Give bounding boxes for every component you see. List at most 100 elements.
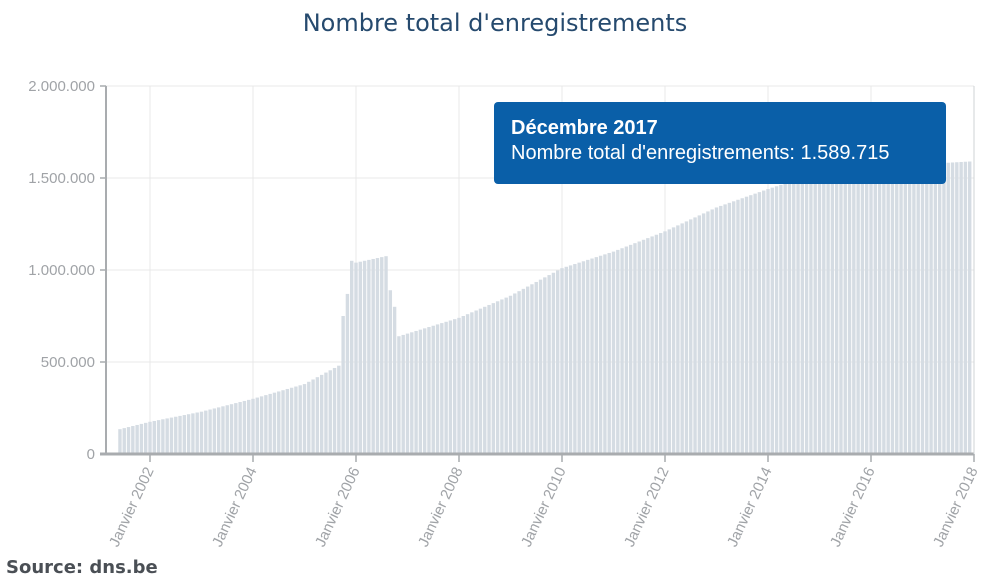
bar[interactable] [817,172,822,455]
bar[interactable] [933,163,938,454]
bar[interactable] [380,257,384,454]
bar[interactable] [646,238,650,454]
bar[interactable] [538,279,543,454]
bar[interactable] [753,193,757,454]
bar[interactable] [350,260,354,454]
bar[interactable] [547,275,551,454]
bar[interactable] [178,415,182,454]
bar[interactable] [118,429,122,454]
bar[interactable] [899,165,903,454]
bar[interactable] [659,233,663,454]
bar[interactable] [307,381,311,454]
bar[interactable] [204,410,208,454]
bar[interactable] [869,166,873,454]
bar[interactable] [912,164,916,454]
bar[interactable] [199,411,204,454]
bar[interactable] [594,257,599,454]
bar[interactable] [663,231,667,454]
bar[interactable] [603,254,607,454]
bar[interactable] [783,183,787,454]
bar[interactable] [225,405,229,454]
bar[interactable] [667,229,671,454]
bar[interactable] [770,187,774,454]
bar[interactable] [208,409,212,454]
bar[interactable] [328,370,332,454]
bar[interactable] [388,290,393,454]
bar[interactable] [431,325,435,454]
bar[interactable] [586,259,590,454]
bar[interactable] [238,402,242,454]
bar[interactable] [706,211,710,454]
bar[interactable] [792,180,796,454]
bar[interactable] [122,428,126,454]
bar[interactable] [598,255,603,454]
bar[interactable] [358,261,362,454]
bar[interactable] [804,176,809,454]
bar[interactable] [414,330,418,454]
bar[interactable] [950,162,955,455]
bar[interactable] [500,299,504,454]
bar[interactable] [131,426,135,454]
bar[interactable] [714,207,719,454]
bar[interactable] [255,397,259,454]
bar[interactable] [581,261,586,454]
bar[interactable] [723,204,727,454]
bar[interactable] [779,184,783,454]
bar[interactable] [551,272,556,454]
bar[interactable] [530,284,534,454]
bar[interactable] [573,264,577,454]
bar[interactable] [740,198,744,454]
bar[interactable] [521,288,526,454]
bar[interactable] [907,164,912,454]
bar[interactable] [319,374,324,454]
bar[interactable] [834,170,839,454]
bar[interactable] [676,225,680,454]
bar[interactable] [942,162,946,454]
bar[interactable] [787,182,792,454]
bar[interactable] [744,196,749,454]
bar[interactable] [397,336,401,454]
bar[interactable] [448,320,453,454]
bar[interactable] [491,303,496,454]
bar[interactable] [731,201,736,454]
bar[interactable] [161,419,165,454]
bar[interactable] [277,391,281,454]
bar[interactable] [444,321,448,454]
bar[interactable] [289,387,294,454]
bar[interactable] [882,166,886,454]
bar[interactable] [427,327,431,454]
bar[interactable] [229,404,234,454]
bar[interactable] [251,398,255,454]
bar[interactable] [345,293,350,454]
bar[interactable] [650,236,654,454]
bar[interactable] [624,246,629,454]
bar[interactable] [401,334,405,454]
bar[interactable] [577,262,581,454]
bar[interactable] [680,223,684,454]
bar[interactable] [139,423,144,454]
bar[interactable] [736,199,740,454]
bar[interactable] [367,259,371,454]
bar[interactable] [766,189,770,455]
bar[interactable] [302,384,307,454]
bar[interactable] [890,165,895,454]
bar[interactable] [285,388,290,454]
bar[interactable] [684,221,689,454]
bar[interactable] [719,205,723,454]
bar[interactable] [568,265,573,454]
bar[interactable] [710,209,714,454]
bar[interactable] [186,414,191,454]
bar[interactable] [762,190,766,454]
bar[interactable] [628,244,633,454]
bar[interactable] [830,171,835,454]
bar[interactable] [843,169,847,454]
bar[interactable] [294,386,298,454]
bar[interactable] [362,260,367,454]
bar[interactable] [877,166,882,455]
bar[interactable] [903,165,908,454]
bar[interactable] [895,165,899,454]
bar[interactable] [543,277,547,454]
bar[interactable] [525,286,530,454]
bar[interactable] [298,385,302,454]
bar[interactable] [916,164,920,454]
